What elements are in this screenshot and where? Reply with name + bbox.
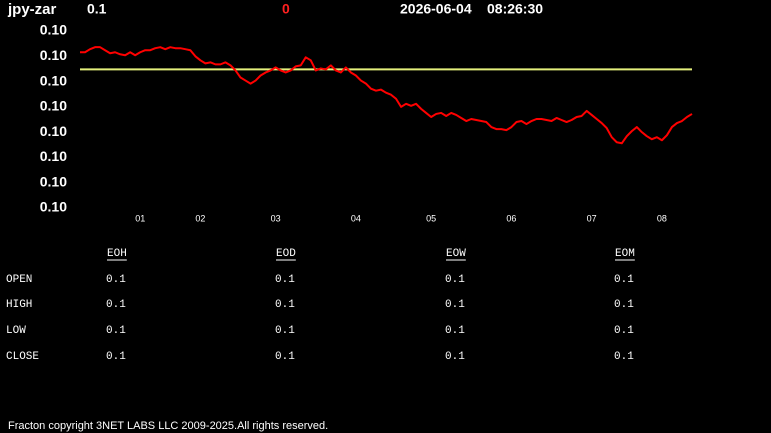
cell: 0.1 (275, 299, 295, 311)
x-tick-label: 02 (195, 213, 205, 223)
cell: 0.1 (445, 325, 465, 337)
x-tick-label: 08 (657, 213, 667, 223)
cell: 0.1 (614, 299, 634, 311)
row-label: HIGH (6, 299, 32, 311)
cell: 0.1 (445, 351, 465, 363)
time: 08:26:30 (487, 1, 543, 17)
cell: 0.1 (106, 299, 126, 311)
x-tick-label: 06 (506, 213, 516, 223)
y-tick-label: 0.10 (40, 173, 67, 189)
column-header: EOW (446, 248, 466, 260)
x-tick-label: 07 (587, 213, 597, 223)
row-label: LOW (6, 325, 26, 337)
last-price: 0.1 (87, 1, 107, 17)
cell: 0.1 (614, 325, 634, 337)
date: 2026-06-04 (400, 1, 472, 17)
row-label: OPEN (6, 274, 32, 286)
cell: 0.1 (106, 351, 126, 363)
column-header: EOD (276, 248, 296, 260)
cell: 0.1 (106, 325, 126, 337)
cell: 0.1 (614, 274, 634, 286)
cell: 0.1 (445, 274, 465, 286)
x-tick-label: 03 (271, 213, 281, 223)
y-tick-label: 0.10 (40, 123, 67, 139)
x-tick-label: 04 (351, 213, 361, 223)
column-header: EOM (615, 248, 635, 260)
row-label: CLOSE (6, 351, 39, 363)
cell: 0.1 (445, 299, 465, 311)
x-tick-label: 01 (135, 213, 145, 223)
cell: 0.1 (275, 351, 295, 363)
cell: 0.1 (275, 274, 295, 286)
price-line (80, 46, 693, 145)
cell: 0.1 (614, 351, 634, 363)
y-tick-label: 0.10 (40, 22, 67, 38)
change: 0 (282, 1, 290, 17)
y-tick-label: 0.10 (40, 47, 67, 63)
cell: 0.1 (106, 274, 126, 286)
x-tick-label: 05 (426, 213, 436, 223)
y-tick-label: 0.10 (40, 72, 67, 88)
y-tick-label: 0.10 (40, 98, 67, 114)
cell: 0.1 (275, 325, 295, 337)
y-tick-label: 0.10 (40, 199, 67, 215)
symbol: jpy-zar (7, 1, 57, 18)
column-header: EOH (107, 248, 127, 260)
y-tick-label: 0.10 (40, 148, 67, 164)
footer: Fracton copyright 3NET LABS LLC 2009-202… (8, 420, 328, 432)
